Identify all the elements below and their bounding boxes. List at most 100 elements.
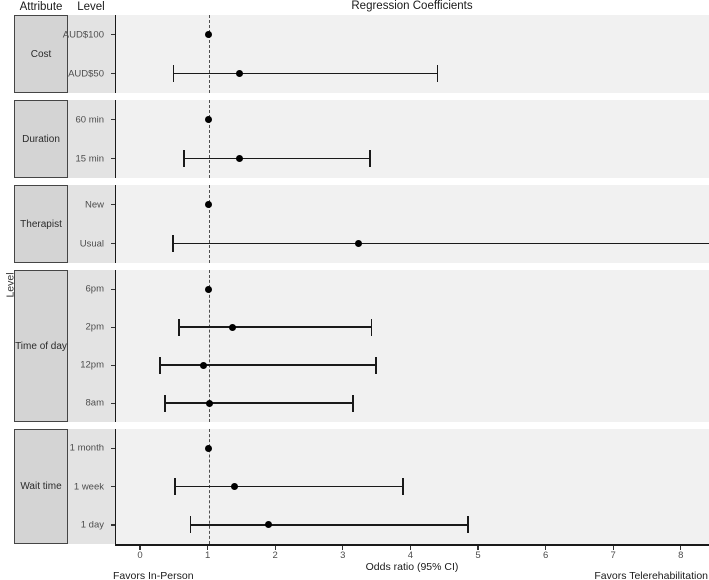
x-tick-label: 8 (678, 550, 684, 561)
level-strip: 60 min 15 min (68, 100, 115, 178)
ci-cap-upper (402, 478, 404, 495)
level-tick-label: AUD$50 (68, 68, 104, 79)
point-estimate-dot (235, 155, 243, 162)
attribute-label: Cost (30, 48, 52, 60)
level-tick-mark (110, 34, 115, 36)
plot-panel (115, 270, 709, 422)
attribute-label: Wait time (20, 481, 62, 492)
level-strip: New Usual (68, 185, 115, 263)
attribute-label: Time of day (15, 340, 67, 352)
level-tick-label: 1 month (69, 442, 104, 454)
ci-line (172, 72, 439, 75)
favors-right-label: Favors Telerehabilitation (594, 570, 708, 580)
ci-line (178, 326, 373, 328)
x-tick-mark (274, 545, 276, 550)
level-tick-mark (110, 288, 115, 290)
point-estimate-dot (228, 323, 236, 331)
level-tick-label: Usual (79, 238, 104, 249)
attribute-group: Duration 60 min 15 min (0, 100, 709, 178)
point-estimate-dot (205, 201, 213, 208)
favors-left-label: Favors In-Person (113, 570, 194, 580)
ci-cap-upper (369, 150, 371, 167)
attribute-box: Cost (14, 15, 68, 93)
x-tick-label: 6 (542, 550, 549, 561)
reference-line-or1 (208, 270, 210, 422)
x-tick-label: 2 (272, 550, 278, 561)
ci-cap-upper (352, 394, 354, 412)
x-tick-label: 4 (407, 550, 414, 561)
level-strip: 6pm 2pm 12pm 8am (68, 270, 115, 422)
plot-panel (115, 15, 709, 93)
point-estimate-dot (205, 31, 213, 38)
x-tick-label: 1 (204, 550, 211, 561)
x-tick-label: 3 (340, 550, 346, 561)
attribute-box: Therapist (14, 185, 68, 263)
level-tick-mark (110, 119, 115, 121)
ci-cap-upper (375, 356, 377, 374)
level-tick-mark (110, 447, 115, 449)
ci-cap-upper (370, 318, 373, 336)
ci-line (189, 524, 469, 526)
x-tick-mark (139, 545, 141, 550)
level-tick-label: 6pm (85, 283, 104, 295)
reference-line-or1 (208, 15, 210, 93)
x-tick-label: 0 (137, 550, 143, 561)
plot-panel (115, 185, 709, 263)
attribute-box: Duration (14, 100, 68, 178)
x-axis-label: Odds ratio (95% CI) (365, 561, 459, 573)
level-tick-mark (110, 73, 115, 75)
point-estimate-dot (231, 483, 239, 490)
level-tick-label: New (84, 199, 104, 210)
point-estimate-dot (205, 285, 213, 293)
level-tick-mark (110, 204, 115, 206)
x-tick-mark (612, 545, 614, 550)
x-tick-mark (409, 545, 411, 550)
ci-cap-lower (172, 235, 174, 252)
column-header-level: Level (77, 1, 105, 13)
attribute-group: Wait time 1 month 1 week 1 day (0, 429, 709, 544)
ci-cap-lower (174, 478, 176, 495)
ci-line (182, 157, 371, 160)
chart-title: Regression Coefficients (351, 0, 473, 12)
attribute-box: Time of day (14, 270, 68, 422)
ci-line (174, 485, 404, 488)
ci-cap-lower (159, 356, 161, 374)
level-tick-mark (110, 524, 115, 526)
ci-line (163, 402, 354, 404)
x-tick-mark (680, 545, 682, 550)
attribute-box: Wait time (14, 429, 68, 544)
reference-line-or1 (208, 100, 210, 178)
ci-line (172, 242, 709, 245)
point-estimate-dot (199, 361, 207, 369)
ci-cap-lower (178, 318, 180, 336)
level-tick-label: 2pm (85, 321, 104, 333)
level-tick-mark (110, 158, 115, 160)
level-tick-mark (110, 243, 115, 245)
level-tick-mark (110, 364, 115, 366)
attribute-group: Time of day 6pm 2pm 12pm 8am (0, 270, 709, 422)
level-tick-label: AUD$100 (62, 29, 104, 40)
x-tick-mark (545, 545, 547, 550)
attribute-group: Cost AUD$100 AUD$50 (0, 15, 709, 93)
level-tick-label: 60 min (75, 114, 104, 125)
x-tick-mark (207, 545, 209, 550)
level-tick-label: 12pm (80, 359, 104, 371)
point-estimate-dot (205, 116, 213, 123)
point-estimate-dot (355, 240, 363, 247)
level-strip: 1 month 1 week 1 day (68, 429, 115, 544)
ci-cap-upper (467, 516, 469, 534)
level-tick-label: 8am (85, 397, 104, 409)
level-tick-label: 1 week (73, 481, 104, 492)
level-tick-label: 1 day (80, 519, 104, 531)
level-tick-label: 15 min (75, 153, 104, 164)
ci-cap-upper (436, 65, 439, 82)
point-estimate-dot (205, 444, 213, 452)
column-header-attribute: Attribute (19, 1, 63, 13)
level-tick-mark (110, 486, 115, 488)
x-tick-mark (342, 545, 344, 550)
x-tick-label: 7 (610, 550, 616, 561)
ci-cap-lower (172, 65, 175, 82)
point-estimate-dot (235, 70, 243, 77)
plot-panel (115, 429, 709, 544)
